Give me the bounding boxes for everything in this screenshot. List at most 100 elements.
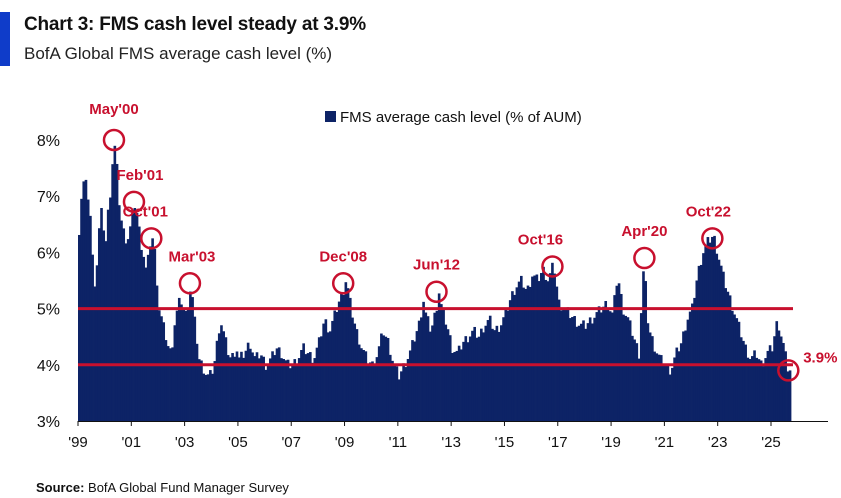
bar [759, 360, 763, 421]
bar [617, 283, 621, 421]
bar [768, 345, 772, 421]
bar [155, 285, 159, 421]
bar [226, 355, 230, 421]
bar [482, 332, 485, 421]
bar [524, 288, 528, 421]
bar [282, 358, 285, 421]
bar [557, 299, 561, 421]
source-text: BofA Global Fund Manager Survey [88, 480, 289, 495]
bar [668, 374, 672, 421]
bar [611, 312, 614, 421]
bar [309, 352, 312, 421]
bar [719, 265, 723, 421]
bar [368, 362, 372, 421]
x-axis: '99 '01 '03 '05 '07 '09 '11 '13 '15 '17 '19 '21 '23 '… [68, 421, 828, 451]
bar [393, 364, 397, 421]
bar [551, 262, 554, 421]
bar [317, 337, 321, 421]
bar [568, 318, 572, 421]
bar [728, 295, 732, 421]
bar [348, 297, 352, 421]
bar [515, 287, 519, 421]
bar [100, 208, 103, 421]
bar [364, 351, 368, 421]
source-note: Source: BofA Global Fund Manager Survey [36, 480, 289, 495]
annotations: May'00 Feb'01 Oct'01 Mar'03 Dec'08 Jun'12 Oct'… [89, 101, 837, 382]
bar [695, 280, 699, 421]
bar [311, 362, 314, 421]
bar [111, 164, 114, 422]
bar [264, 369, 268, 421]
annotation-label: Oct'16 [518, 231, 563, 248]
annotation-circle [633, 246, 656, 270]
bar [315, 347, 319, 421]
bar [406, 358, 410, 421]
annotation-circle [777, 359, 800, 382]
bar [360, 348, 363, 421]
bar [380, 333, 383, 421]
bar [377, 346, 381, 421]
bar [84, 179, 88, 421]
bar [173, 325, 177, 421]
bar [384, 336, 388, 421]
bar [411, 340, 414, 421]
bar [351, 317, 354, 421]
annotation-label: Mar'03 [168, 248, 215, 265]
bar [366, 363, 370, 421]
bar [497, 331, 501, 421]
bar [713, 235, 716, 421]
bar [742, 340, 745, 421]
bar [599, 312, 603, 421]
bar [415, 331, 419, 421]
x-tick-label: '99 [68, 434, 88, 451]
bar [78, 234, 81, 421]
bar [344, 282, 348, 421]
bar [637, 358, 641, 421]
bar [466, 342, 470, 421]
bar [195, 343, 199, 421]
bar [475, 337, 479, 421]
bar [693, 297, 696, 421]
bar [484, 325, 488, 421]
bar [286, 359, 290, 421]
bar [571, 317, 574, 421]
bar [477, 336, 481, 421]
bar [633, 339, 636, 421]
source-label: Source: [36, 480, 85, 495]
bar [588, 317, 592, 421]
bar [444, 324, 448, 421]
bar [755, 357, 759, 421]
bar [751, 356, 754, 421]
bar [440, 304, 443, 421]
bar [480, 328, 483, 421]
bar [664, 364, 667, 421]
bar [177, 297, 181, 421]
bar [326, 332, 330, 421]
bar [540, 273, 543, 421]
bar [422, 301, 425, 421]
annotation-label: Dec'08 [319, 248, 367, 265]
annotation-circle [331, 272, 355, 295]
bar [262, 356, 265, 421]
bar [626, 317, 630, 421]
bar [662, 365, 665, 421]
bar [171, 347, 174, 421]
bar [331, 320, 334, 421]
bar [573, 316, 576, 421]
bar [715, 253, 719, 421]
bar [260, 355, 263, 421]
legend-swatch [325, 111, 336, 122]
bar [280, 358, 283, 421]
bar [209, 370, 212, 421]
bar [451, 353, 454, 421]
bar [493, 330, 496, 421]
bar [295, 365, 299, 421]
title-accent-bar [0, 12, 10, 66]
x-tick-label: '15 [495, 434, 515, 451]
bar [382, 335, 385, 421]
bar [86, 199, 90, 421]
bar [224, 337, 228, 421]
bar [375, 357, 379, 421]
bar [206, 374, 210, 421]
annotation-circle [122, 190, 146, 214]
